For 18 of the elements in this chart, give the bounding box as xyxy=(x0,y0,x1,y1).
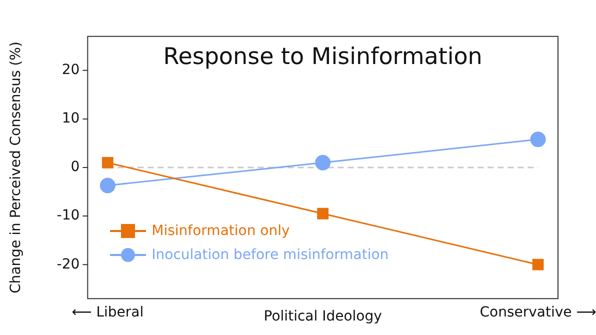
point xyxy=(102,156,114,168)
point xyxy=(532,258,544,270)
x-tick-label: ⟵ Liberal xyxy=(72,304,144,321)
point xyxy=(530,132,546,148)
x-axis-title: Political Ideology xyxy=(264,308,382,324)
y-tick-label: 10 xyxy=(62,110,80,127)
point xyxy=(317,208,329,220)
legend-label: Misinformation only xyxy=(152,222,290,239)
y-tick-label: 0 xyxy=(70,159,80,176)
x-tick-label: Conservative ⟶ xyxy=(480,304,596,321)
legend-label: Inoculation before misinformation xyxy=(152,246,389,263)
chart-title: Response to Misinformation xyxy=(162,44,484,70)
point xyxy=(315,154,331,170)
y-tick-label: 20 xyxy=(62,62,80,78)
y-axis-title: Change in Perceived Consensus (%) xyxy=(8,42,24,294)
y-tick-label: -20 xyxy=(56,256,80,272)
point xyxy=(100,178,116,194)
y-tick-label: -10 xyxy=(56,208,80,224)
